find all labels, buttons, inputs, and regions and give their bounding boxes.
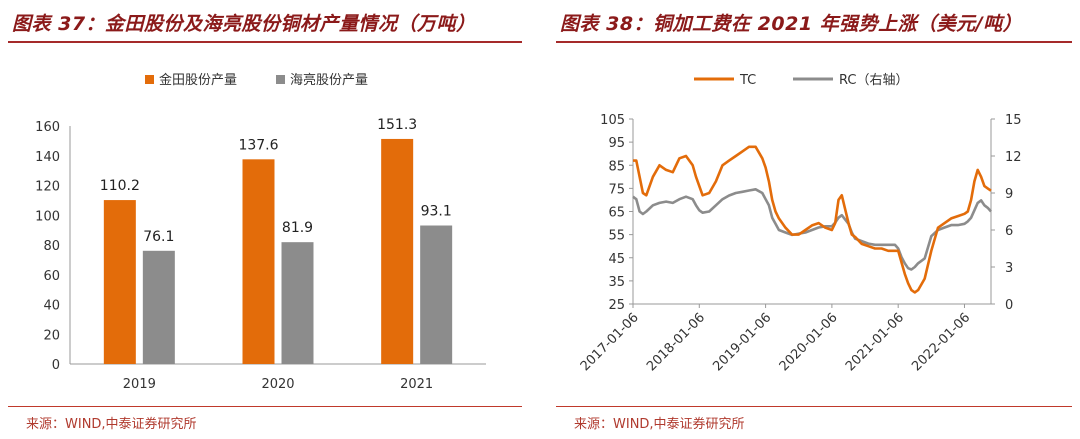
data-label: 81.9 xyxy=(282,220,313,236)
data-label: 93.1 xyxy=(421,204,452,220)
data-label: 151.3 xyxy=(377,117,417,133)
x-tick-label: 2022-01-06 xyxy=(909,310,973,374)
right-y-tick-label: 6 xyxy=(1005,224,1013,239)
legend-swatch-0 xyxy=(145,75,154,84)
panel-left: 图表 37：金田股份及海亮股份铜材产量情况（万吨） 金田股份产量 海亮股份产量 0 2… xyxy=(0,0,530,439)
right-y-tick-label: 15 xyxy=(1005,113,1022,128)
left-y-tick-label: 25 xyxy=(608,298,625,313)
left-y-tick-label: 95 xyxy=(608,136,625,151)
bar-jintian xyxy=(381,138,414,364)
x-tick-label: 2017-01-06 xyxy=(578,310,642,374)
panel-right: 图表 38：铜加工费在 2021 年强势上涨（美元/吨） TC RC（右轴） 25 3… xyxy=(548,0,1080,439)
y-tick-label: 60 xyxy=(43,269,60,284)
y-tick-label: 40 xyxy=(43,299,60,314)
y-tick-label: 0 xyxy=(52,358,60,373)
right-y-tick-label: 12 xyxy=(1005,150,1022,165)
right-y-tick-label: 0 xyxy=(1005,298,1013,313)
right-title-rule xyxy=(556,41,1072,43)
left-y-tick-label: 85 xyxy=(608,159,625,174)
bar-jintian xyxy=(242,159,275,364)
legend-label-1: RC（右轴） xyxy=(839,73,908,88)
bar-hailiang xyxy=(281,242,314,364)
left-source-rule xyxy=(8,406,522,407)
bar-chart: 金田股份产量 海亮股份产量 0 20 40 60 80 100 120 140 160 2019 110… xyxy=(35,72,486,392)
x-tick-label: 2020 xyxy=(261,377,294,392)
data-label: 76.1 xyxy=(143,229,174,245)
line-chart: TC RC（右轴） 25 35 45 55 65 75 85 95 105 0 3 6 9 12 15 2017-… xyxy=(578,73,1022,374)
right-y-tick-label: 3 xyxy=(1005,261,1013,276)
left-title-rule xyxy=(8,41,522,43)
left-y-tick-label: 35 xyxy=(608,275,625,290)
right-source: 来源：WIND,中泰证券研究所 xyxy=(574,417,745,432)
right-source-rule xyxy=(556,406,1072,407)
left-chart-title: 图表 37：金田股份及海亮股份铜材产量情况（万吨） xyxy=(12,13,476,35)
left-y-tick-label: 45 xyxy=(608,252,625,267)
series-line-tc xyxy=(633,145,992,294)
data-label: 137.6 xyxy=(238,137,278,153)
bar-jintian xyxy=(103,200,136,364)
left-y-tick-label: 55 xyxy=(608,229,625,244)
x-tick-label: 2019 xyxy=(123,377,156,392)
right-chart-title: 图表 38：铜加工费在 2021 年强势上涨（美元/吨） xyxy=(560,13,1023,35)
y-tick-label: 140 xyxy=(35,150,60,165)
y-tick-label: 120 xyxy=(35,180,60,195)
legend-label-0: 金田股份产量 xyxy=(159,72,237,88)
y-tick-label: 20 xyxy=(43,328,60,343)
left-y-tick-label: 75 xyxy=(608,182,625,197)
x-tick-label: 2021-01-06 xyxy=(843,310,907,374)
legend-swatch-1 xyxy=(276,75,285,84)
data-label: 110.2 xyxy=(100,178,140,194)
y-tick-label: 80 xyxy=(43,239,60,254)
left-y-tick-label: 105 xyxy=(600,113,625,128)
x-tick-label: 2019-01-06 xyxy=(710,310,774,374)
bar-hailiang xyxy=(420,225,453,364)
x-tick-label: 2020-01-06 xyxy=(777,310,841,374)
right-y-tick-label: 9 xyxy=(1005,187,1013,202)
y-tick-label: 160 xyxy=(35,120,60,135)
x-tick-label: 2018-01-06 xyxy=(644,310,708,374)
left-source: 来源：WIND,中泰证券研究所 xyxy=(26,417,197,432)
legend-label-0: TC xyxy=(739,73,756,88)
left-y-tick-label: 65 xyxy=(608,206,625,221)
bar-hailiang xyxy=(142,250,175,364)
y-tick-label: 100 xyxy=(35,209,60,224)
legend-label-1: 海亮股份产量 xyxy=(290,72,368,88)
x-tick-label: 2021 xyxy=(400,377,433,392)
